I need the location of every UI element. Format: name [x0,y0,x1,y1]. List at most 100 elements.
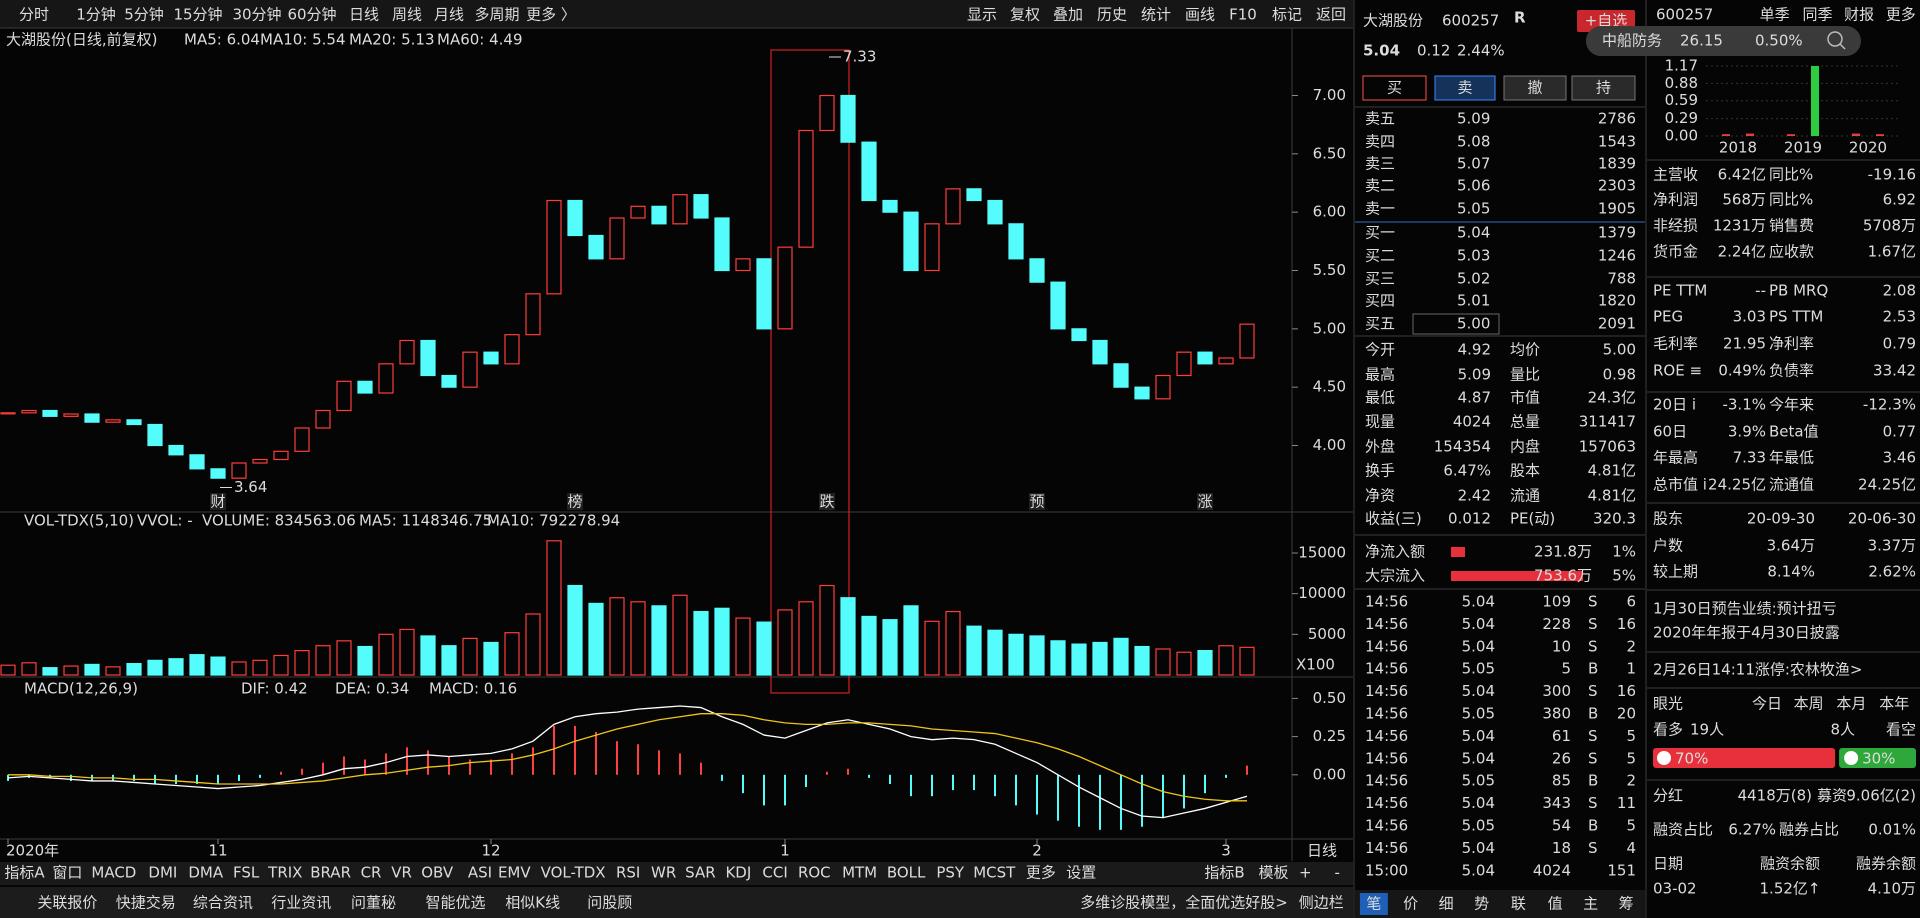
indicator-tab[interactable]: OBV [421,864,454,882]
indicator-tab[interactable]: 更多 [1026,864,1056,882]
side-tab[interactable]: 单季 [1760,6,1790,24]
news-item[interactable]: 2月26日14:11涨停:农林牧渔> [1653,661,1862,679]
bottom-link[interactable]: 相似K线 [505,894,560,912]
trade-button[interactable]: 买 [1387,79,1402,97]
detail-tab[interactable]: 联 [1511,895,1526,913]
indicator-tab[interactable]: FSL [233,864,260,882]
toolbar-item[interactable]: 显示 [967,6,997,24]
toolbar-item[interactable]: 多周期 [474,6,519,24]
toolbar-item[interactable]: 月线 [434,6,464,24]
indicator-tab[interactable]: DMA [188,864,223,882]
bottom-link[interactable]: 快捷交易 [116,894,176,912]
trade-button[interactable]: 持 [1596,79,1611,97]
toolbar-item[interactable]: 历史 [1097,6,1127,24]
sidebar-toggle[interactable]: 侧边栏 [1299,894,1344,912]
sentiment-tab[interactable]: 本年 [1879,695,1909,713]
indicator-tab[interactable]: - [1334,864,1339,882]
indicator-tab[interactable]: 窗口 [52,864,82,882]
volume-bar [336,640,352,676]
bottom-link[interactable]: 关联报价 [37,894,97,912]
side-tab[interactable]: 同季 [1802,6,1832,24]
indicator-tab[interactable]: BOLL [887,864,926,882]
indicator-tab[interactable]: BRAR [310,864,351,882]
toolbar-item[interactable]: 分时 [19,6,49,24]
toolbar-item[interactable]: 统计 [1141,6,1171,24]
trade-button[interactable]: 撤 [1527,79,1542,97]
bottom-link[interactable]: 问股顾 [587,894,632,912]
event-marker[interactable]: 跌 [819,493,834,511]
toolbar-item[interactable]: 日线 [349,6,379,24]
bottom-link[interactable]: 问董秘 [351,894,396,912]
toolbar-item[interactable]: 60分钟 [287,6,336,24]
candle [399,339,415,365]
sentiment-tab[interactable]: 本月 [1836,695,1866,713]
bottom-link[interactable]: 行业资讯 [271,894,331,912]
indicator-tab[interactable]: 设置 [1066,864,1096,882]
indicator-tab[interactable]: KDJ [725,864,751,882]
toolbar-item[interactable]: 更多 〉 [526,6,576,24]
toolbar-item[interactable]: 画线 [1185,6,1215,24]
news-item[interactable]: 1月30日预告业绩:预计扭亏 [1653,600,1837,618]
indicator-tab[interactable]: ASI [468,864,492,882]
volume-bar [294,649,310,676]
toolbar-item[interactable]: 周线 [392,6,422,24]
toolbar-item[interactable]: 1分钟 [76,6,116,24]
indicator-tab[interactable]: PSY [936,864,965,882]
indicator-tab[interactable]: MACD [91,864,136,882]
indicator-tab[interactable]: 模板 [1258,864,1288,882]
detail-tab[interactable]: 筹 [1619,895,1634,913]
watch-button[interactable]: +自选 [1585,12,1628,30]
toolbar-item[interactable]: 复权 [1010,6,1040,24]
indicator-tab[interactable]: DMI [148,864,177,882]
sentiment-tab[interactable]: 今日 [1752,695,1782,713]
detail-tab[interactable]: 主 [1583,895,1598,913]
x-tick-label: 2019 [1784,139,1822,157]
indicator-tab[interactable]: MCST [973,864,1016,882]
side-tab[interactable]: 财报 [1844,6,1874,24]
indicator-tab[interactable]: CCI [762,864,787,882]
event-marker[interactable]: 预 [1029,493,1044,511]
sentiment-tab[interactable]: 本周 [1794,695,1824,713]
detail-tab[interactable]: 细 [1439,895,1454,913]
indicator-tab[interactable]: 指标A [4,864,45,882]
promo-link[interactable]: 多维诊股模型，全面优选好股> [1080,894,1288,912]
indicator-tab[interactable]: 指标B [1204,864,1244,882]
side-tab[interactable]: 更多 [1886,6,1916,24]
book-price: 5.01 [1457,292,1490,310]
toolbar-item[interactable]: F10 [1229,6,1257,24]
fin-value: 8.14% [1767,563,1815,581]
toolbar-item[interactable]: 30分钟 [232,6,281,24]
indicator-tab[interactable]: WR [651,864,676,882]
toolbar-item[interactable]: 5分钟 [124,6,164,24]
indicator-tab[interactable]: RSI [616,864,640,882]
bottom-link[interactable]: 综合资讯 [193,894,253,912]
stat-value: 24.3亿 [1588,389,1636,407]
detail-tab[interactable]: 价 [1403,895,1418,913]
indicator-tab[interactable]: VOL-TDX [541,864,606,882]
event-marker[interactable]: 财 [210,493,225,511]
indicator-tab[interactable]: + [1299,864,1312,882]
toolbar-item[interactable]: 标记 [1272,6,1302,24]
book-label: 卖三 [1365,155,1395,173]
toolbar-item[interactable]: 15分钟 [173,6,222,24]
news-item[interactable]: 2020年年报于4月30日披露 [1653,624,1840,642]
event-marker[interactable]: 榜 [567,493,582,511]
indicator-tab[interactable]: ROC [798,864,831,882]
detail-tab[interactable]: 值 [1548,895,1563,913]
indicator-tab[interactable]: CR [361,864,382,882]
detail-tab[interactable]: 笔 [1366,895,1381,913]
indicator-tab[interactable]: TRIX [267,864,302,882]
trade-button[interactable]: 卖 [1457,79,1472,97]
toolbar-item[interactable]: 叠加 [1053,6,1083,24]
event-marker[interactable]: 涨 [1197,493,1212,511]
tick-price: 5.04 [1462,861,1495,879]
indicator-tab[interactable]: VR [391,864,412,882]
indicator-tab[interactable]: SAR [685,864,715,882]
legend-entry: DEA: 0.34 [335,680,409,698]
detail-tab[interactable]: 势 [1474,895,1489,913]
search-icon[interactable] [1827,31,1843,47]
bottom-link[interactable]: 智能优选 [426,894,486,912]
indicator-tab[interactable]: MTM [842,864,877,882]
indicator-tab[interactable]: EMV [498,864,531,882]
toolbar-item[interactable]: 返回 [1316,6,1346,24]
